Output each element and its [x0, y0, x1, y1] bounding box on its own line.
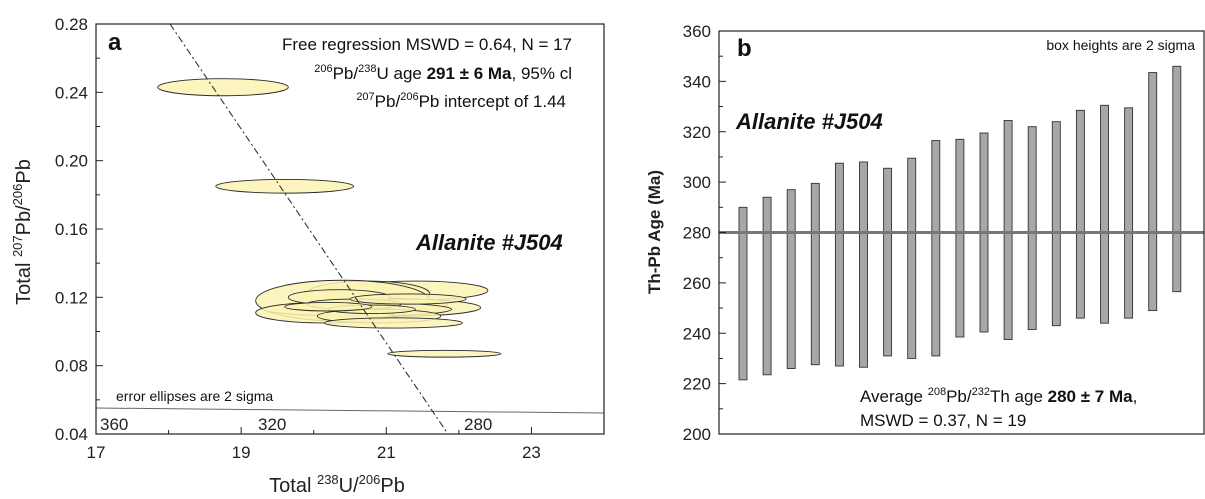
text: U age [376, 64, 426, 83]
panel-label-a: a [108, 29, 122, 56]
y-tick-label: 0.28 [55, 15, 88, 34]
concordia-age-label: 360 [100, 415, 128, 434]
age-box [1100, 104, 1109, 324]
ellipse-group [157, 78, 502, 358]
text: U/ [339, 475, 359, 497]
sup: 238 [317, 472, 339, 487]
age-box [786, 189, 796, 369]
y-tick-label: 300 [683, 173, 711, 192]
text: Pb/ [333, 64, 359, 83]
text: Total [269, 475, 317, 497]
x-axis-title-a: Total 238U/206Pb [269, 472, 405, 497]
data-ellipse [157, 78, 289, 97]
y-tick-label: 0.16 [55, 220, 88, 239]
data-ellipse [324, 317, 463, 329]
age-box [931, 140, 941, 357]
y-tick-label: 0.04 [55, 425, 88, 444]
annotation-average-age: Average 208Pb/232Th age 280 ± 7 Ma, [860, 386, 1137, 406]
data-ellipse [215, 179, 355, 194]
y-tick-label: 200 [683, 425, 711, 444]
sup: 206 [400, 91, 418, 103]
y-tick-label: 0.08 [55, 357, 88, 376]
y-tick-group-b: 200 220 240 260 280 300 320 340 360 [683, 22, 726, 444]
y-tick-label: 320 [683, 123, 711, 142]
age-box [907, 157, 917, 359]
age-value: 291 ± 6 Ma [427, 64, 512, 83]
y-tick-group-a: 0.04 0.08 0.12 0.16 0.20 0.24 0.28 [55, 15, 103, 444]
ellipse-note: error ellipses are 2 sigma [116, 388, 273, 404]
age-box [1124, 107, 1134, 319]
age-box [1027, 126, 1037, 330]
y-tick-label: 280 [683, 224, 711, 243]
y-tick-label: 340 [683, 72, 711, 91]
age-value: 280 ± 7 Ma [1048, 387, 1133, 406]
age-box [883, 167, 893, 357]
regression-line [169, 23, 449, 435]
sup: 232 [972, 386, 990, 398]
annotation-mswd: MSWD = 0.37, N = 19 [860, 411, 1026, 430]
y-tick-label: 0.24 [55, 83, 88, 102]
data-ellipse [349, 293, 467, 305]
age-box [1148, 72, 1158, 312]
x-tick-label: 21 [377, 443, 396, 462]
panel-b: 200 220 240 260 280 300 320 340 360 b box height… [645, 22, 1205, 444]
annotation-intercept: 207Pb/206Pb intercept of 1.44 [356, 91, 566, 111]
concordia-age-label: 320 [258, 415, 286, 434]
y-tick-label: 0.20 [55, 152, 88, 171]
text: Th age [990, 387, 1048, 406]
concordia-label-group: 360 320 280 [100, 415, 492, 434]
panel-label-b: b [737, 35, 752, 62]
concordia-line [95, 407, 605, 414]
y-axis-title-b: Th-Pb Age (Ma) [645, 170, 664, 294]
sup: 206 [359, 472, 381, 487]
age-box [834, 162, 844, 367]
concordia-age-label: 280 [464, 415, 492, 434]
sup: 207 [356, 91, 374, 103]
text: Pb intercept of 1.44 [419, 92, 566, 111]
x-tick-label: 19 [232, 443, 251, 462]
box-height-note: box heights are 2 sigma [1046, 37, 1195, 53]
x-tick-group-a: 17 19 21 23 [87, 427, 605, 462]
y-tick-label: 220 [683, 375, 711, 394]
annotation-u-age: 206Pb/238U age 291 ± 6 Ma, 95% cl [314, 63, 572, 83]
age-box [1172, 65, 1182, 293]
annotation-regression: Free regression MSWD = 0.64, N = 17 [282, 35, 572, 54]
sup: 238 [358, 63, 376, 75]
age-box [859, 161, 868, 368]
age-box [1075, 109, 1085, 319]
data-ellipse [387, 349, 502, 358]
age-box [1003, 119, 1013, 340]
data-ellipse [284, 302, 373, 312]
sup: 206 [10, 184, 25, 206]
y-tick-label: 360 [683, 22, 711, 41]
y-tick-label: 240 [683, 324, 711, 343]
text: Pb [380, 475, 404, 497]
age-box [955, 138, 965, 338]
y-tick-label: 260 [683, 274, 711, 293]
age-box [810, 182, 820, 366]
x-tick-label: 17 [87, 443, 106, 462]
text: Pb/ [13, 205, 35, 235]
sup: 207 [10, 235, 25, 257]
sup: 208 [928, 386, 946, 398]
age-box [762, 196, 772, 376]
text: Pb [13, 159, 35, 183]
sample-label-a: Allanite #J504 [415, 230, 563, 255]
y-tick-label: 0.12 [55, 288, 88, 307]
sample-label-b: Allanite #J504 [735, 109, 883, 134]
text: Pb/ [946, 387, 972, 406]
text: Total [13, 257, 35, 305]
panel-a: 360 320 280 17 19 21 23 0.040.080.120.160.200… [10, 15, 605, 497]
text: Average [860, 387, 928, 406]
text: Pb/ [375, 92, 401, 111]
x-tick-label: 23 [522, 443, 541, 462]
age-box [738, 206, 748, 381]
text: , [1133, 387, 1138, 406]
sup: 206 [314, 63, 332, 75]
age-box [1051, 121, 1061, 327]
y-axis-title-a: Total 207Pb/206Pb [10, 159, 35, 305]
text: , 95% cl [512, 64, 572, 83]
